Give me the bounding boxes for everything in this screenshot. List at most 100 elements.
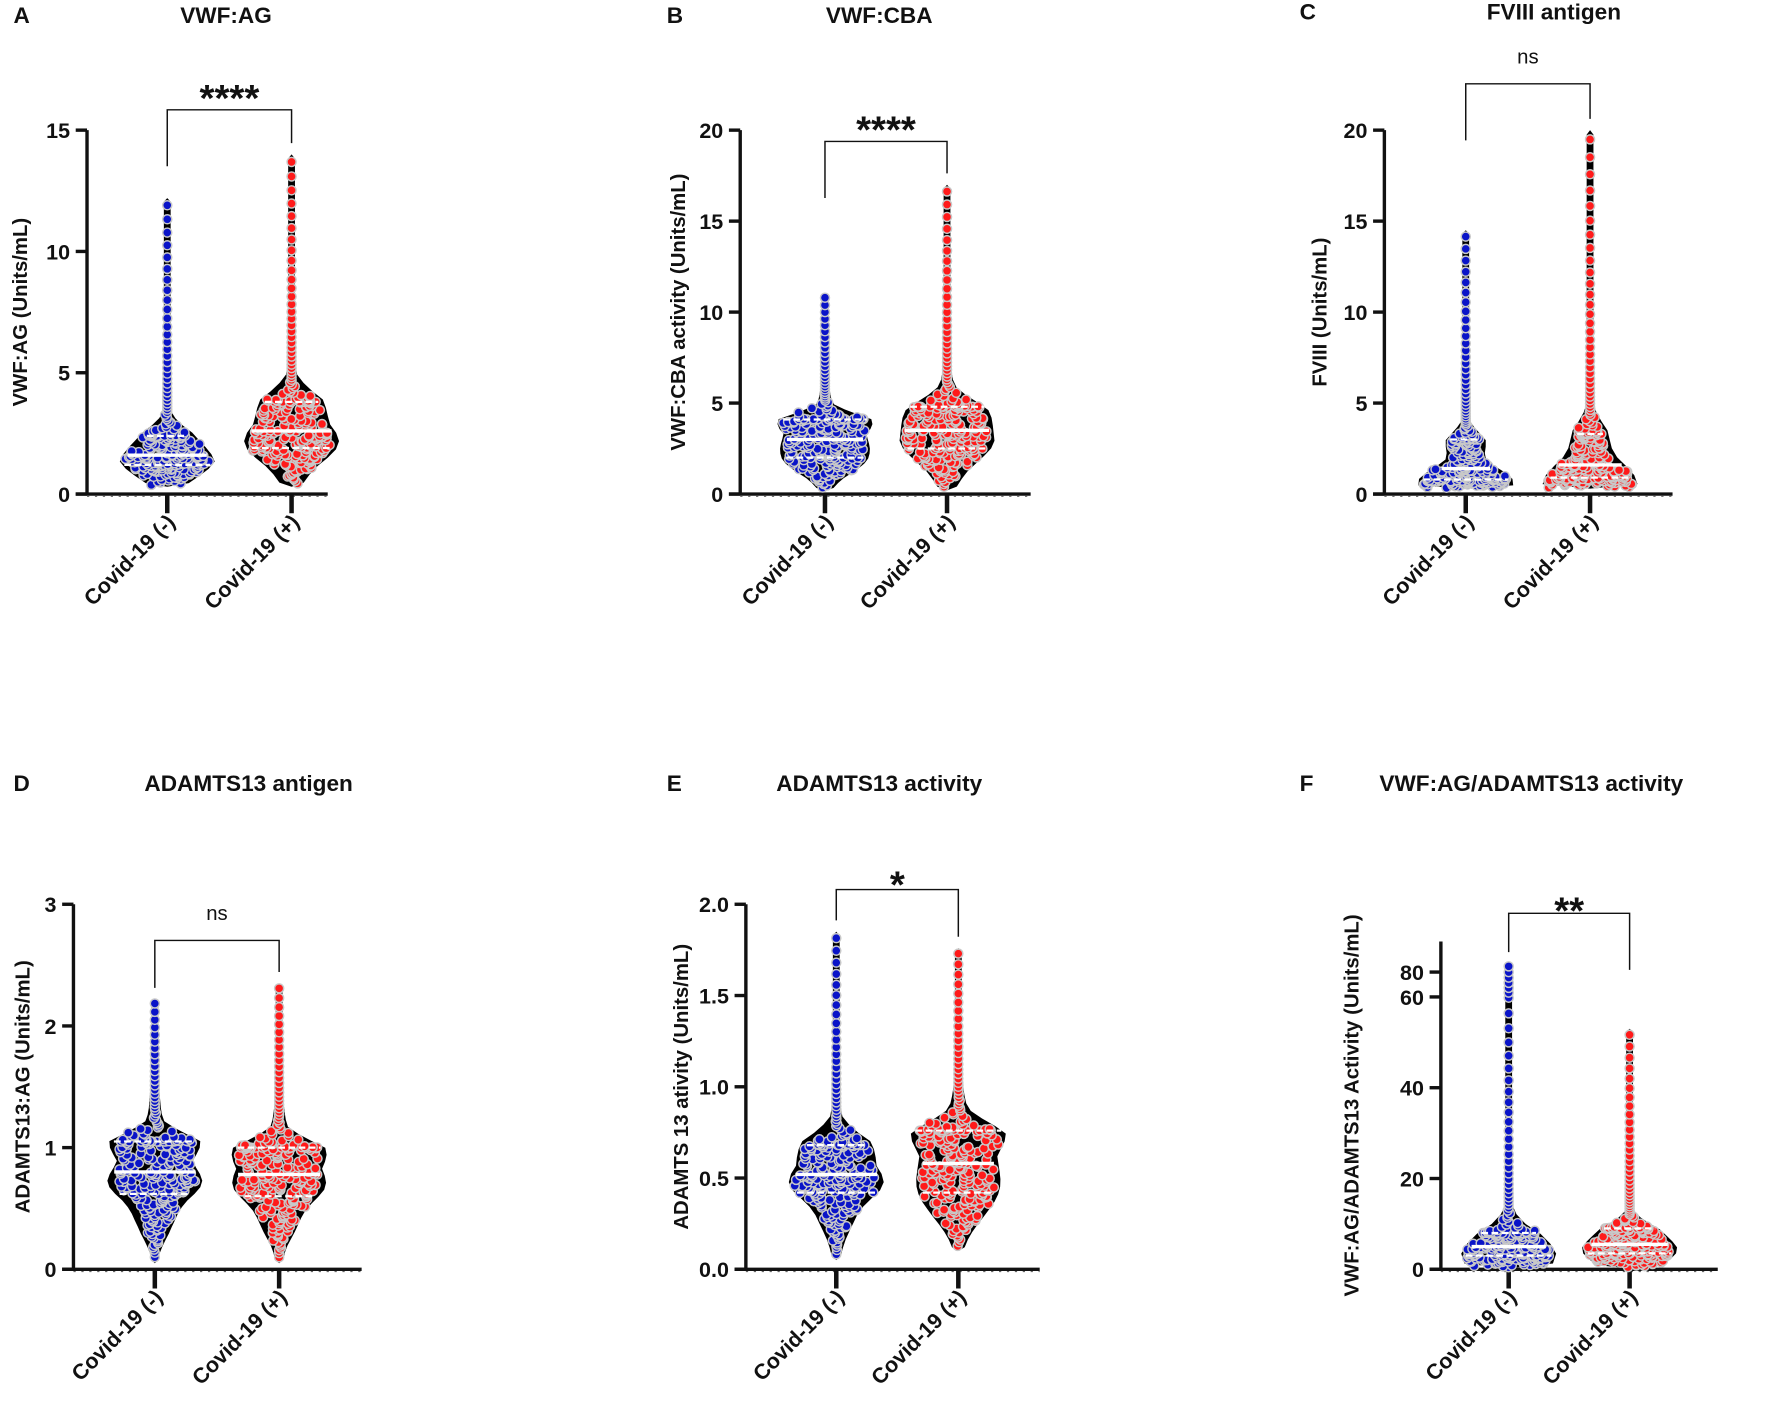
data-point [976,1170,988,1181]
y-axis-label: VWF:AG (Units/mL) [10,218,32,407]
data-point [1460,306,1471,317]
data-point [162,227,173,238]
y-axis-label: ADAMTS 13 ativity (Units/mL) [671,944,693,1230]
data-point [1624,1082,1635,1094]
data-point [953,997,964,1008]
x-tick-label: Covid-19 (-) [1421,1285,1521,1385]
data-point [162,240,173,251]
data-point [162,214,173,225]
data-point [941,265,953,277]
panel-D: D ADAMTS13 antigen ADAMTS13:AG (Units/mL) 0… [12,771,362,1390]
data-point [831,968,842,980]
data-point [1503,1116,1514,1128]
y-tick-label: 1.0 [699,1076,729,1100]
y-tick-label: 0.0 [699,1258,729,1282]
data-point [1503,1008,1514,1019]
data-point [1503,1097,1514,1108]
chart-title: ADAMTS13 antigen [144,771,352,796]
y-tick-label: 1.5 [699,984,729,1008]
x-tick-label: Covid-19 (+) [867,1285,971,1389]
data-point [953,948,964,959]
y-tick-label: 2 [45,1015,57,1039]
data-point [814,1134,825,1145]
data-point [793,407,804,418]
data-point [1584,134,1596,145]
y-tick-label: 80 [1400,961,1424,985]
panel-A: A VWF:AG VWF:AG (Units/mL) 0 5 10 15 Covid-19 (… [10,3,340,614]
panel-F: F VWF:AG/ADAMTS13 activity VWF:AG/ADAMTS13… [1300,771,1718,1390]
data-point [1460,296,1471,308]
data-point [941,255,953,267]
chart-title: FVIII antigen [1487,0,1621,24]
data-point [316,418,328,430]
panel-letter: D [14,771,30,796]
violin-group-positive: Covid-19 (+) [1538,1028,1678,1390]
significance-bracket [166,109,293,167]
data-point [162,304,173,315]
violin-group-negative: Covid-19 (-) [79,198,215,610]
y-tick-label: 0 [1355,483,1367,507]
data-point [133,1158,145,1169]
data-point [941,211,953,223]
violin-group-positive: Covid-19 (+) [200,154,340,614]
data-point [305,390,316,402]
significance-label: ns [206,903,227,925]
violin-group-negative: Covid-19 (-) [1378,230,1514,610]
data-point [1503,1107,1514,1118]
data-point [286,245,297,256]
data-point [286,222,297,234]
data-point [1503,1050,1514,1061]
y-tick-label: 40 [1400,1077,1424,1101]
data-point [1624,1029,1635,1041]
data-point [286,274,297,285]
data-point [1584,215,1596,226]
significance-bracket [154,939,280,988]
violin-group-positive: Covid-19 (+) [1498,130,1638,614]
data-point [1503,1063,1514,1074]
data-point [953,969,964,980]
y-tick-label: 5 [711,392,723,416]
data-point [286,234,297,245]
y-tick-label: 0 [1412,1258,1424,1282]
data-point [1584,309,1596,320]
x-tick-label: Covid-19 (-) [79,510,179,610]
data-point [1460,287,1471,298]
data-point [1584,200,1596,212]
data-point [1460,243,1471,255]
chart-title: VWF:AG [180,3,272,28]
y-tick-label: 15 [1344,210,1368,234]
data-point [265,1126,277,1137]
x-tick-label: Covid-19 (+) [1538,1285,1642,1389]
data-point [865,1160,876,1171]
chart-title: ADAMTS13 activity [776,771,982,796]
data-point [1503,1023,1514,1034]
data-point [162,252,173,263]
y-tick-label: 10 [46,240,70,264]
y-tick-label: 0 [711,483,723,507]
data-point [162,274,173,286]
data-point [1584,278,1596,290]
data-point [941,274,953,286]
y-axis-label: ADAMTS13:AG (Units/mL) [12,960,34,1213]
significance-label: ** [1554,889,1584,932]
data-point [824,1194,835,1206]
data-point [1503,1075,1514,1086]
data-point [1584,318,1596,329]
data-point [1499,470,1511,482]
data-point [941,186,953,197]
data-point [1584,289,1596,300]
data-point [1624,1063,1635,1074]
panel-E: E ADAMTS13 activity ADAMTS 13 ativity (Uni… [667,771,1040,1390]
y-tick-label: 0 [58,483,70,507]
panel-letter: A [14,3,30,28]
data-point [162,294,173,306]
data-point [831,999,842,1011]
data-point [166,1126,178,1137]
data-point [953,959,964,970]
data-point [179,427,190,438]
violin-group-negative: Covid-19 (-) [748,931,884,1386]
panel-C: C FVIII antigen FVIII (Units/mL) 0 5 10 15 20 Co… [1300,0,1673,614]
data-point [286,156,297,168]
data-point [286,185,297,196]
